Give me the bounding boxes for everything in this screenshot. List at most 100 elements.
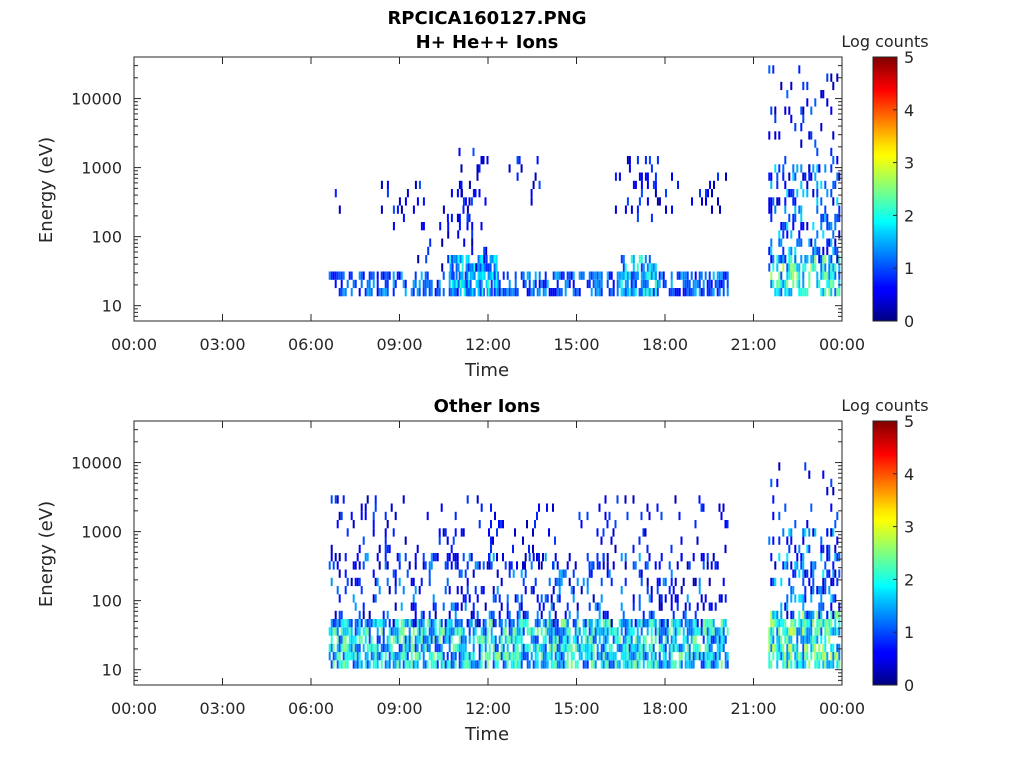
data-cell [682,610,685,620]
data-cell [804,594,807,603]
data-cell [678,288,681,297]
data-cell [434,660,437,669]
data-cells [328,462,841,669]
data-cell [442,288,445,297]
colorbar-gradient [872,56,898,322]
data-cell [536,610,539,620]
data-cell [476,660,479,669]
data-cell [834,238,837,247]
data-cell [826,73,829,82]
data-cell [440,652,443,661]
data-cell [836,577,839,587]
data-cell [500,643,503,653]
data-cell [376,271,379,280]
data-cell [548,288,551,297]
data-cell [824,652,827,661]
data-cell [676,643,679,653]
data-cell [476,164,479,173]
data-cell [372,594,375,603]
data-cell [482,635,485,644]
data-cell [636,271,639,280]
data-cell [398,660,401,669]
data-cell [534,577,537,587]
data-cell [426,619,429,628]
data-cell [772,643,775,653]
data-cell [622,263,625,272]
data-cell [428,279,431,289]
data-cell [772,65,775,74]
data-cell [676,602,679,611]
data-cell [658,271,661,280]
data-cell [384,271,387,280]
data-cell [472,569,475,578]
data-cell [450,189,453,198]
data-cell [494,594,497,603]
data-cell [630,255,633,264]
data-cell [776,172,779,181]
data-cell [374,503,377,512]
data-cell [620,586,623,595]
data-cell [506,643,509,653]
data-cell [712,619,715,628]
data-cell [372,619,375,628]
data-cell [778,553,781,562]
data-cell [392,619,395,628]
data-cell [674,635,677,644]
data-cell [778,131,781,140]
data-cell [590,652,593,661]
data-cell [490,635,493,644]
data-cell [514,288,517,297]
data-cell [344,553,347,562]
data-cell [360,271,363,280]
data-cell [476,495,479,504]
data-cell [490,520,492,529]
data-cell [495,255,498,264]
data-cell [606,660,609,669]
data-cell [600,627,603,636]
data-cell [476,594,479,603]
data-cell [512,652,515,661]
data-cell [826,553,829,562]
data-cell [824,271,827,280]
data-cell [800,561,803,570]
data-cell [470,652,473,661]
data-cell [398,652,401,661]
data-cell [520,627,523,636]
data-cell [650,635,653,644]
data-cell [632,271,635,280]
data-cell [364,511,367,521]
data-cell [712,652,715,661]
data-cell [462,660,465,669]
data-cell [568,643,571,653]
data-cell [554,652,557,661]
data-cell [454,528,457,537]
data-cell [792,279,795,289]
data-cell [534,172,537,181]
data-cell [514,271,517,280]
data-cell [566,619,569,628]
data-cell [336,660,339,669]
data-cell [558,643,561,653]
data-cell [358,577,361,587]
data-cell [800,238,803,247]
data-cell [330,635,333,644]
data-cell [376,652,379,661]
data-cell [720,619,723,628]
data-cell [562,643,565,653]
data-cell [680,553,683,562]
data-cell [822,470,825,479]
data-cell [640,619,643,628]
data-cell [606,271,609,280]
data-cell [406,189,409,198]
data-cell [574,660,577,669]
data-cell [340,660,343,669]
data-cell [804,569,807,578]
data-cell [822,230,825,239]
data-cell [628,660,631,669]
data-cell [810,561,813,570]
data-cell [452,652,455,661]
data-cell [662,279,665,289]
data-cell [356,660,359,669]
data-cell [524,610,527,620]
data-cell [424,288,427,297]
